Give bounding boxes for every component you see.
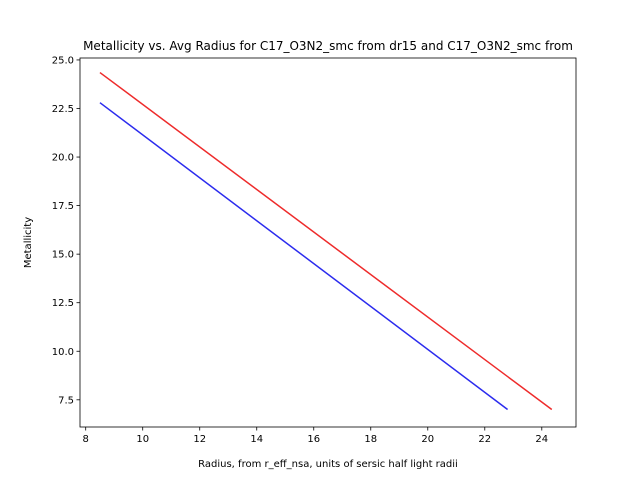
plot-frame <box>79 57 577 428</box>
x-axis-ticks: 8 10 12 14 16 18 20 22 24 <box>83 427 548 445</box>
x-tick-label: 20 <box>421 434 434 445</box>
y-tick-label: 17.5 <box>52 201 74 212</box>
x-tick-label: 22 <box>478 434 491 445</box>
y-tick-label: 15.0 <box>52 250 74 261</box>
y-axis-ticks: 7.5 10.0 12.5 15.0 17.5 20.0 22.5 25.0 <box>52 55 80 406</box>
y-tick-label: 20.0 <box>52 153 74 164</box>
y-tick-label: 12.5 <box>52 298 74 309</box>
x-axis-label: Radius, from r_eff_nsa, units of sersic … <box>198 459 458 470</box>
series-line-1 <box>99 71 553 411</box>
y-tick-label: 7.5 <box>58 395 74 406</box>
y-axis-label: Metallicity <box>23 217 34 268</box>
y-tick-label: 10.0 <box>52 347 74 358</box>
x-tick-label: 8 <box>83 434 89 445</box>
x-tick-label: 14 <box>250 434 263 445</box>
x-tick-label: 10 <box>136 434 149 445</box>
x-tick-label: 16 <box>307 434 320 445</box>
series-line-2 <box>99 102 509 411</box>
y-tick-label: 22.5 <box>52 104 74 115</box>
chart-title: Metallicity vs. Avg Radius for C17_O3N2_… <box>83 39 573 53</box>
x-tick-label: 12 <box>193 434 206 445</box>
y-tick-label: 25.0 <box>52 55 74 66</box>
x-tick-label: 24 <box>535 434 548 445</box>
series-layer <box>99 71 553 411</box>
x-tick-label: 18 <box>364 434 377 445</box>
